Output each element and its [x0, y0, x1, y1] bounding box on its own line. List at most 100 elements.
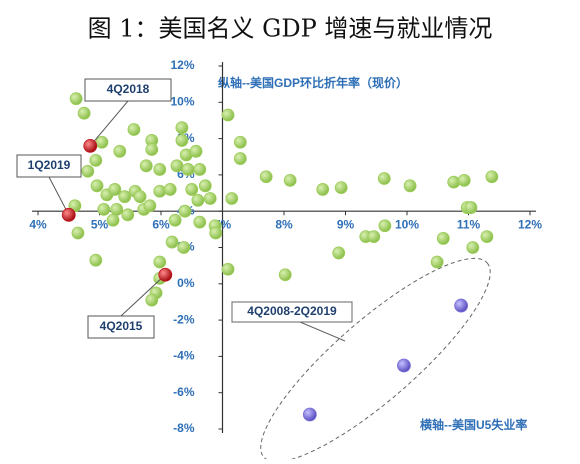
point	[153, 163, 167, 176]
y-tick-label: 12%	[170, 58, 194, 72]
point	[165, 235, 179, 249]
label-box	[16, 154, 82, 178]
point	[189, 144, 203, 158]
point	[177, 241, 191, 254]
point	[278, 268, 292, 282]
point	[95, 135, 109, 149]
point	[466, 241, 480, 254]
point	[203, 192, 217, 205]
point	[221, 108, 235, 122]
point	[430, 255, 444, 269]
point	[113, 144, 127, 158]
y-tick-label: 0%	[177, 276, 195, 290]
point	[145, 143, 159, 156]
callout-line	[48, 176, 70, 216]
point	[485, 170, 499, 184]
y-tick-label: 10%	[170, 94, 194, 108]
point	[302, 407, 317, 422]
point	[377, 172, 391, 185]
point	[332, 246, 346, 260]
x-tick-label: 9%	[337, 217, 355, 231]
x-tick-label: 6%	[152, 217, 170, 231]
point	[447, 175, 461, 189]
point	[97, 202, 111, 216]
point	[153, 184, 167, 198]
x-tick-label: 10%	[395, 217, 419, 231]
point	[163, 183, 177, 196]
x-tick-label: 4%	[29, 217, 47, 231]
point	[233, 135, 247, 149]
point	[158, 267, 173, 282]
point	[316, 183, 330, 196]
point	[259, 170, 273, 184]
point	[121, 208, 135, 222]
point	[153, 255, 167, 269]
y-axis-label: 纵轴--美国GDP环比折年率（现价）	[218, 75, 408, 90]
x-axis-label: 横轴--美国U5失业率	[420, 417, 527, 432]
point	[178, 204, 192, 218]
point	[89, 153, 103, 167]
point	[61, 207, 76, 222]
point	[403, 179, 417, 193]
point	[334, 181, 348, 195]
point	[480, 230, 494, 244]
point	[118, 190, 132, 204]
point	[185, 183, 199, 196]
point	[106, 213, 120, 227]
point	[168, 213, 182, 227]
point	[139, 159, 153, 173]
y-tick-label: -4%	[173, 349, 195, 363]
y-tick-label: -8%	[173, 421, 195, 435]
group-ellipse	[260, 257, 491, 463]
point	[143, 199, 157, 213]
point	[454, 298, 469, 313]
point	[191, 193, 205, 207]
point	[198, 179, 212, 193]
x-tick-label: 11%	[457, 217, 481, 231]
callout-line	[120, 274, 166, 317]
x-tick-label: 12%	[518, 217, 542, 231]
point-label: 4Q2015	[100, 319, 143, 333]
point	[127, 123, 141, 136]
label-box	[87, 315, 155, 339]
point	[170, 159, 184, 173]
point	[71, 226, 85, 240]
point	[233, 152, 247, 165]
point	[175, 134, 189, 147]
x-tick-label: 8%	[275, 217, 293, 231]
point	[108, 183, 122, 196]
point	[397, 358, 411, 373]
point	[367, 230, 381, 244]
y-tick-label: -2%	[173, 312, 195, 326]
point	[193, 163, 207, 176]
point-label: 4Q2018	[107, 82, 150, 96]
point-label: 1Q2019	[28, 158, 71, 172]
point	[209, 226, 223, 240]
point	[436, 232, 450, 245]
point	[378, 219, 392, 233]
point	[77, 106, 91, 120]
point	[464, 201, 478, 214]
point	[69, 92, 83, 106]
chart-title: 图 1：美国名义 GDP 增速与就业情况	[88, 15, 493, 43]
point	[110, 202, 124, 216]
callout-line	[299, 321, 346, 342]
point	[81, 164, 95, 178]
point	[133, 190, 147, 204]
point	[90, 179, 104, 193]
point	[83, 138, 98, 153]
point	[175, 121, 189, 135]
point	[89, 253, 103, 267]
point	[225, 192, 239, 205]
point	[221, 262, 235, 276]
point	[193, 215, 207, 229]
point	[181, 163, 195, 176]
group-label: 4Q2008-2Q2019	[247, 304, 337, 318]
point	[457, 173, 471, 187]
label-box	[231, 301, 353, 323]
point	[283, 173, 297, 187]
label-box	[84, 78, 172, 102]
point	[145, 293, 159, 307]
callout-line	[89, 100, 129, 147]
